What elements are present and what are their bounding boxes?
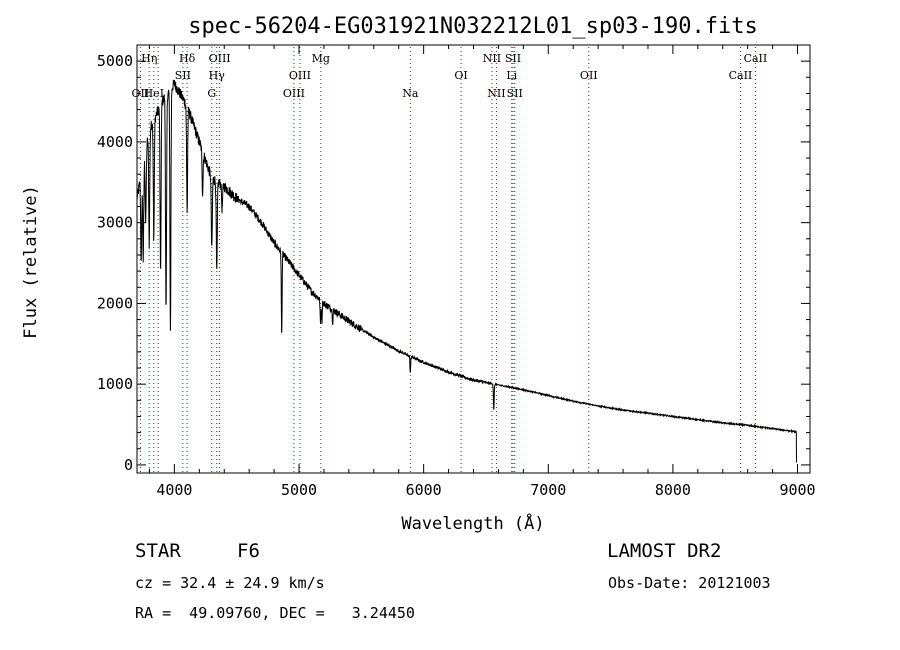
x-tick-label: 4000 bbox=[156, 481, 192, 499]
line-marker-label: OIII bbox=[289, 69, 311, 82]
line-marker-label: Li bbox=[506, 69, 517, 82]
line-marker-label: Hδ bbox=[179, 52, 196, 65]
line-marker-label: CaII bbox=[744, 52, 768, 65]
class-label: STAR bbox=[135, 540, 181, 562]
line-marker-label: OI bbox=[454, 69, 467, 82]
line-marker-label: NII bbox=[483, 52, 501, 65]
line-marker-label: CaII bbox=[729, 69, 753, 82]
line-markers: OIIHηHeISIIHδGHγOIIIOIIIOIIIMgNaOINIINII… bbox=[132, 47, 768, 473]
subclass-label: F6 bbox=[237, 540, 260, 562]
line-marker-label: HeI bbox=[144, 87, 164, 100]
y-tick-label: 1000 bbox=[97, 375, 133, 393]
line-marker-label: OIII bbox=[283, 87, 305, 100]
y-axis-label: Flux (relative) bbox=[21, 185, 41, 339]
spectrum-line bbox=[136, 79, 797, 463]
line-marker-label: OII bbox=[580, 69, 598, 82]
obs-date-text: Obs-Date: 20121003 bbox=[608, 574, 771, 592]
line-marker-label: SII bbox=[507, 87, 523, 100]
x-tick-label: 7000 bbox=[530, 481, 566, 499]
x-tick-label: 6000 bbox=[406, 481, 442, 499]
chart-title: spec-56204-EG031921N032212L01_sp03-190.f… bbox=[188, 14, 758, 39]
x-tick-label: 5000 bbox=[281, 481, 317, 499]
x-tick-label: 9000 bbox=[779, 481, 815, 499]
redshift-text: cz = 32.4 ± 24.9 km/s bbox=[135, 574, 325, 592]
y-tick-label: 2000 bbox=[97, 294, 133, 312]
plot-frame bbox=[136, 44, 811, 474]
line-marker-label: Mg bbox=[312, 52, 330, 65]
line-marker-label: NII bbox=[487, 87, 505, 100]
x-axis-label: Wavelength (Å) bbox=[401, 512, 544, 534]
line-marker-label: SII bbox=[175, 69, 191, 82]
line-marker-label: G bbox=[207, 87, 216, 100]
line-marker-label: Hγ bbox=[209, 69, 226, 82]
x-ticks: 4000 5000 6000 7000 8000 9000 bbox=[148, 45, 816, 499]
y-ticks: 0 1000 2000 3000 4000 5000 bbox=[97, 44, 810, 474]
y-tick-label: 4000 bbox=[97, 133, 133, 151]
survey-label: LAMOST DR2 bbox=[607, 540, 722, 562]
y-tick-label: 5000 bbox=[97, 52, 133, 70]
y-tick-label: 3000 bbox=[97, 214, 133, 232]
x-tick-label: 8000 bbox=[655, 481, 691, 499]
line-marker-label: Na bbox=[402, 87, 419, 100]
y-tick-label: 0 bbox=[124, 456, 133, 474]
line-marker-label: SII bbox=[505, 52, 521, 65]
coordinates-text: RA = 49.09760, DEC = 3.24450 bbox=[135, 604, 415, 622]
line-marker-label: OIII bbox=[209, 52, 231, 65]
line-marker-label: Hη bbox=[141, 52, 157, 65]
